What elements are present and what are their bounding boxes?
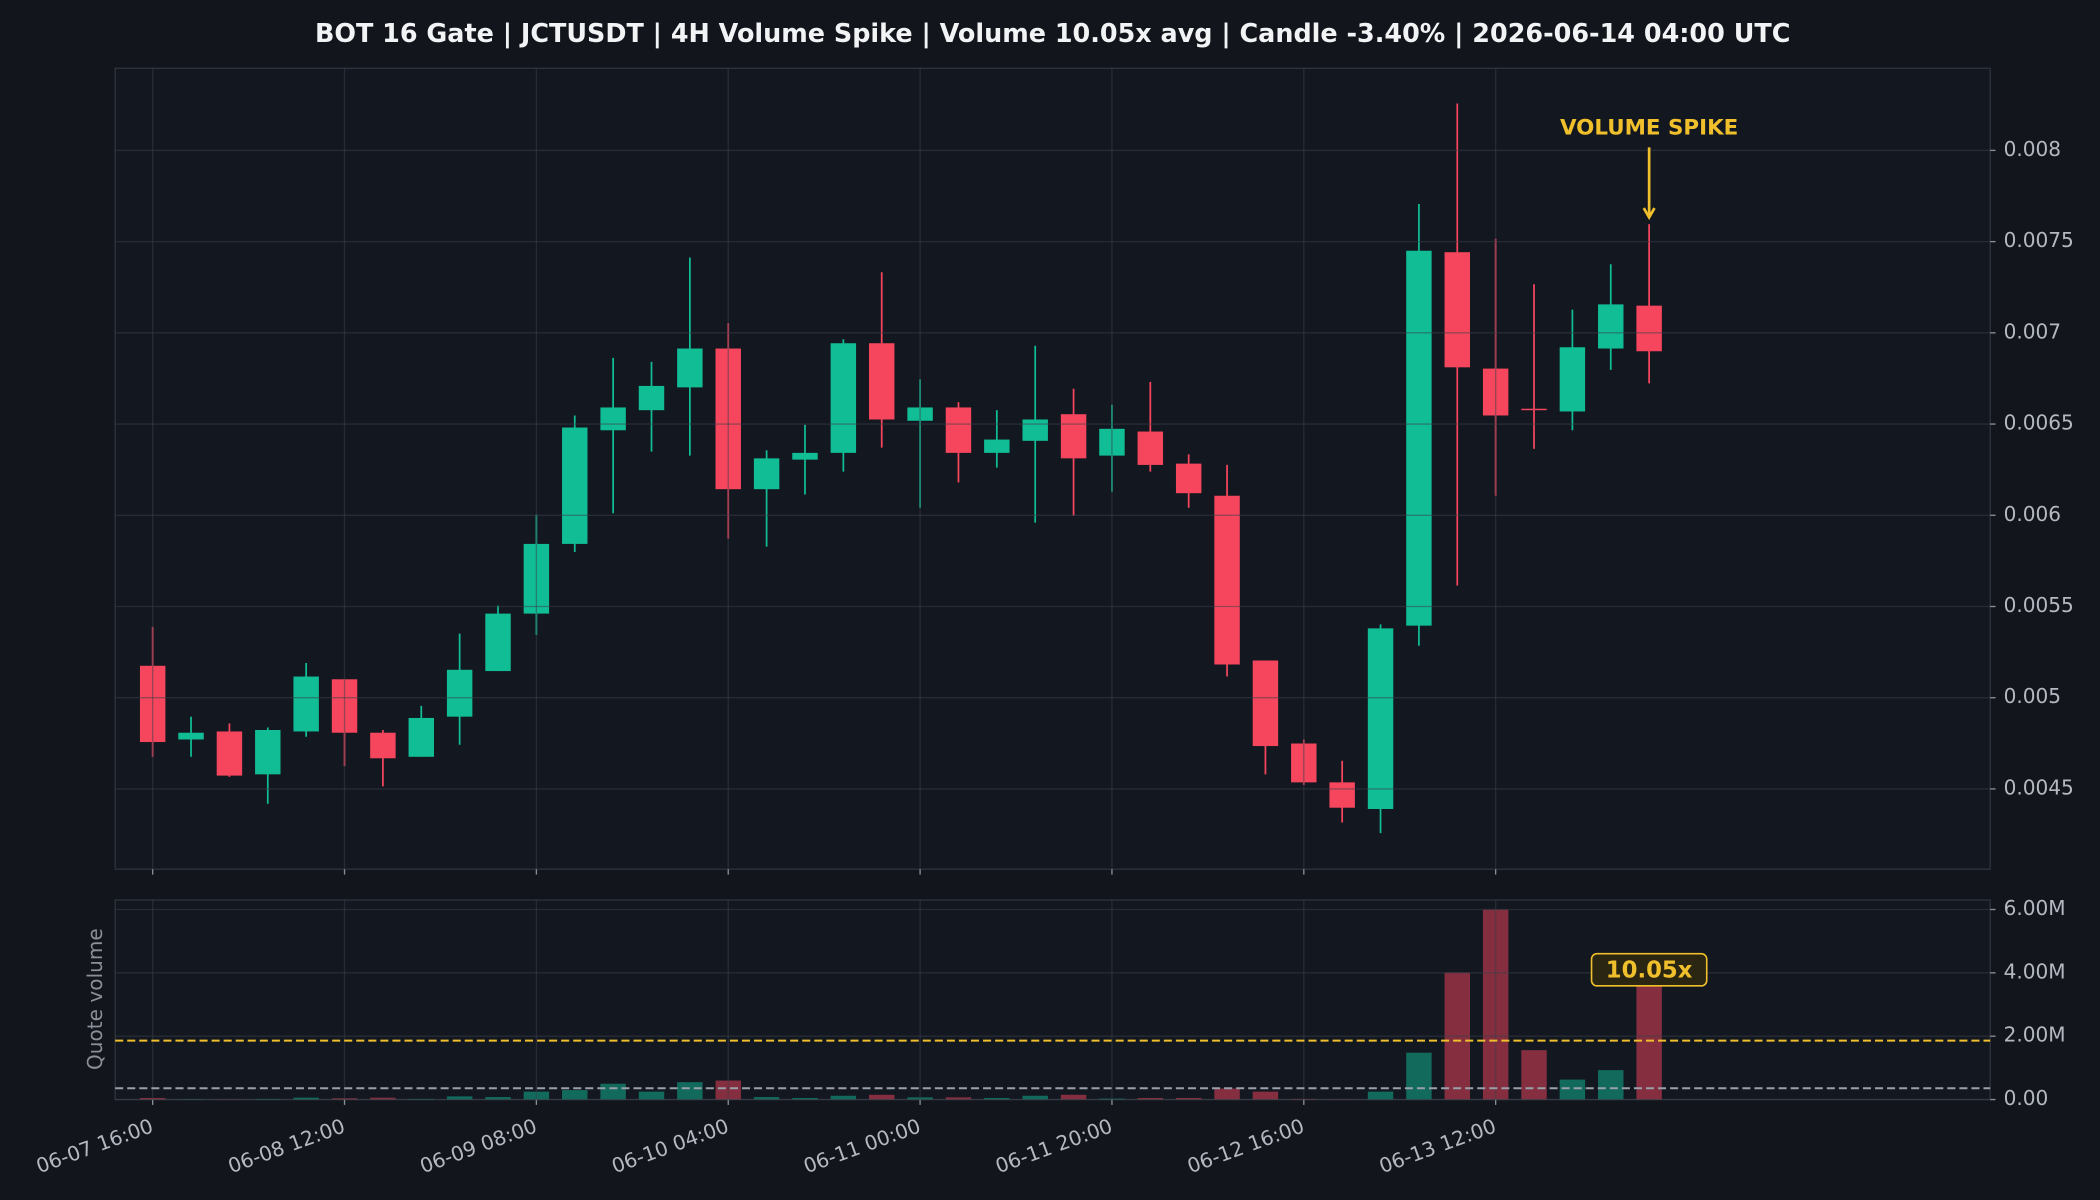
candle-body xyxy=(485,613,511,672)
candle-body xyxy=(984,439,1010,453)
annotation-arrowhead xyxy=(1642,207,1656,221)
volume-bar xyxy=(370,1097,396,1100)
volume-bar xyxy=(1598,1070,1624,1100)
y-tick-label: 0.008 xyxy=(2004,137,2061,161)
y-tick-label: 2.00M xyxy=(2004,1023,2066,1047)
candle-body xyxy=(293,676,319,732)
candle-body xyxy=(868,343,895,420)
annotation: 10.05x xyxy=(1606,958,1693,984)
candle-body xyxy=(638,385,665,411)
chart-title: BOT 16 Gate | JCTUSDT | 4H Volume Spike … xyxy=(315,18,1790,48)
candle-body xyxy=(562,427,588,544)
candle-body xyxy=(1367,628,1394,809)
candle-body xyxy=(1214,495,1240,665)
volume-bar xyxy=(1214,1088,1240,1100)
y-axis-label: Quote volume xyxy=(83,928,107,1070)
volume-bar xyxy=(830,1095,857,1100)
candle-body xyxy=(945,407,972,453)
volume-bar xyxy=(868,1094,895,1100)
y-tick-label: 0.0075 xyxy=(2004,228,2074,252)
volume-bar xyxy=(1060,1094,1087,1100)
volume-bar xyxy=(792,1097,818,1100)
volume-bar xyxy=(984,1097,1010,1100)
candle-body xyxy=(255,729,281,775)
candle-body xyxy=(216,731,243,776)
volume-bar xyxy=(1175,1097,1202,1100)
volume-bar xyxy=(1406,1052,1432,1100)
candle-body xyxy=(677,348,703,388)
candle-body xyxy=(1175,463,1202,494)
volume-bar xyxy=(485,1097,511,1100)
y-tick-label: 0.0055 xyxy=(2004,593,2074,617)
volume-bar xyxy=(562,1090,588,1100)
candle-body xyxy=(1598,304,1624,349)
volume-bar xyxy=(1252,1091,1279,1100)
volume-bar xyxy=(1137,1097,1164,1100)
candle-body xyxy=(1444,252,1470,368)
candle-body xyxy=(1137,431,1164,465)
candle-body xyxy=(600,407,626,431)
candle-body xyxy=(1060,414,1087,459)
y-tick-label: 0.00 xyxy=(2004,1086,2049,1110)
volume-bar xyxy=(1022,1095,1048,1100)
volume-bar xyxy=(945,1097,972,1100)
candle-body xyxy=(408,717,434,757)
candle-body xyxy=(446,669,473,717)
volume-bar xyxy=(638,1091,665,1100)
candle-body xyxy=(1559,347,1586,412)
volume-bar xyxy=(600,1083,626,1100)
price-panel xyxy=(114,67,1991,870)
y-tick-label: 0.007 xyxy=(2004,319,2061,343)
candle-body xyxy=(1022,419,1048,441)
y-tick-label: 0.0045 xyxy=(2004,775,2074,799)
candle-body xyxy=(1521,408,1547,411)
volume-bar xyxy=(1559,1079,1586,1100)
y-tick-label: 0.0065 xyxy=(2004,411,2074,435)
candle-body xyxy=(1329,782,1355,808)
volume-bar xyxy=(753,1097,780,1100)
volume-bar xyxy=(1521,1050,1547,1100)
y-tick-label: 4.00M xyxy=(2004,959,2066,983)
annotation: VOLUME SPIKE xyxy=(1560,116,1738,141)
candle-body xyxy=(370,732,396,759)
y-tick-label: 6.00M xyxy=(2004,896,2066,920)
candle-body xyxy=(830,343,857,453)
volume-bar xyxy=(446,1096,473,1100)
candle-body xyxy=(753,458,780,490)
volume-panel xyxy=(114,899,1991,1101)
candle-body xyxy=(1252,660,1279,747)
candle-body xyxy=(178,732,204,740)
y-tick-label: 0.006 xyxy=(2004,502,2061,526)
volume-bar xyxy=(677,1082,703,1100)
volume-bar xyxy=(1636,985,1662,1100)
candle-body xyxy=(792,452,818,460)
y-tick-label: 0.005 xyxy=(2004,684,2061,708)
annotation-box xyxy=(1590,952,1708,987)
volume-bar xyxy=(1367,1091,1394,1100)
candle-body xyxy=(1406,250,1432,626)
candle-body xyxy=(1636,305,1662,352)
volume-bar xyxy=(293,1097,319,1100)
